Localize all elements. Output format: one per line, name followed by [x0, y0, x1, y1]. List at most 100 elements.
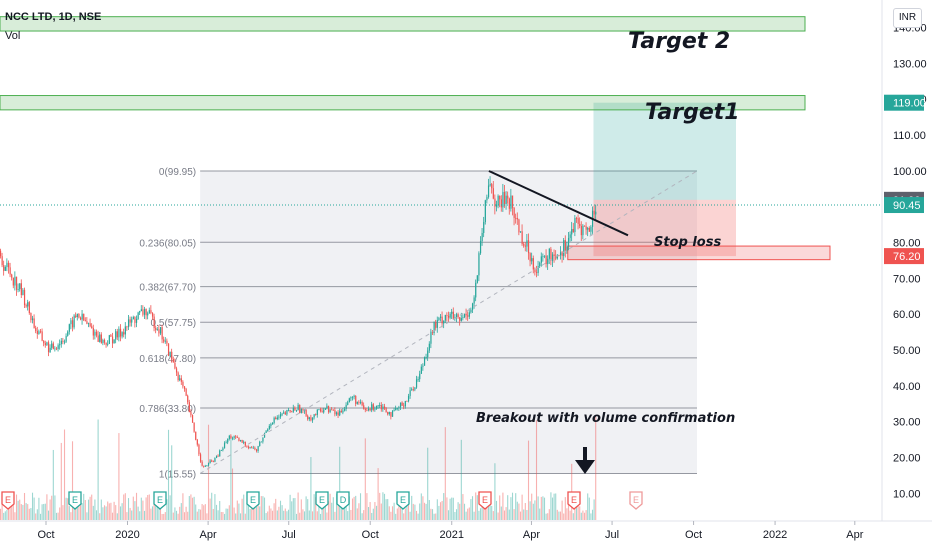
volume-bar: [500, 506, 502, 520]
volume-bar: [17, 500, 19, 520]
earnings-marker[interactable]: E: [629, 491, 643, 510]
candle-body: [287, 409, 290, 411]
earnings-marker[interactable]: E: [478, 491, 492, 510]
candle-body: [391, 410, 394, 417]
volume-bar: [231, 468, 234, 520]
candle-body: [340, 410, 342, 413]
candle-body: [129, 319, 131, 323]
candle-body: [7, 262, 10, 268]
candle-body: [465, 313, 467, 316]
volume-bar: [569, 510, 571, 520]
volume-bar: [540, 496, 542, 520]
earnings-marker[interactable]: E: [68, 491, 82, 510]
volume-bar: [243, 494, 245, 520]
currency-button[interactable]: INR: [893, 8, 922, 28]
volume-bar: [355, 495, 357, 520]
volume-bar: [475, 492, 477, 520]
earnings-marker[interactable]: E: [153, 491, 167, 510]
earnings-marker-letter: E: [72, 495, 78, 505]
volume-bar: [547, 513, 549, 520]
candle-body: [89, 323, 91, 327]
volume-bar: [503, 510, 506, 520]
candle-body: [273, 417, 275, 423]
volume-bar: [235, 513, 237, 520]
candle-body: [243, 441, 245, 443]
candle-body: [478, 253, 480, 276]
candle-body: [503, 191, 506, 204]
earnings-marker[interactable]: E: [246, 491, 260, 510]
volume-bar: [68, 506, 70, 520]
volume-bar: [539, 508, 541, 520]
volume-bar: [97, 419, 99, 520]
candle-body: [244, 441, 246, 446]
volume-bar: [471, 496, 474, 520]
candle-body: [126, 326, 128, 328]
candle-body: [527, 240, 530, 254]
candle-body: [99, 334, 101, 342]
volume-bar: [6, 509, 8, 520]
earnings-marker[interactable]: E: [567, 491, 581, 510]
x-tick-label: Jul: [605, 529, 619, 541]
x-tick-label: Oct: [685, 529, 702, 541]
candle-body: [233, 436, 235, 438]
candle-body: [315, 414, 317, 416]
candle-body: [587, 227, 589, 230]
candle-body: [239, 439, 242, 442]
volume-bar: [123, 494, 125, 520]
volume-bar: [311, 511, 314, 520]
candle-body: [369, 408, 371, 411]
volume-bar: [369, 502, 371, 520]
candle-body: [372, 404, 374, 410]
volume-bar: [14, 512, 16, 520]
volume-bar: [494, 463, 496, 520]
earnings-marker[interactable]: E: [1, 491, 15, 510]
candle-body: [438, 317, 440, 320]
volume-bar: [492, 511, 494, 520]
breakout-arrow-head: [575, 460, 595, 474]
volume-bar: [191, 497, 194, 520]
candle-body: [107, 343, 109, 345]
candle-body: [484, 200, 486, 223]
candle-body: [33, 318, 35, 328]
volume-bar: [137, 506, 139, 520]
volume-bar: [583, 512, 586, 520]
volume-bar: [406, 497, 408, 520]
candle-body: [428, 343, 430, 351]
volume-bar: [284, 508, 286, 520]
earnings-marker[interactable]: E: [315, 491, 329, 510]
volume-bar: [563, 513, 565, 520]
dividend-marker[interactable]: D: [336, 491, 350, 510]
candle-body: [206, 465, 208, 467]
candle-body: [324, 408, 326, 410]
volume-bar: [79, 492, 82, 520]
volume-bar: [411, 495, 413, 520]
candle-body: [175, 368, 178, 373]
candle-body: [342, 410, 344, 413]
fib-trend-diagonal: [199, 170, 698, 474]
volume-bar: [470, 499, 472, 520]
volume-bar: [38, 497, 40, 520]
candle-body: [455, 314, 458, 318]
volume-bar: [273, 503, 275, 520]
volume-bar: [419, 503, 421, 520]
volume-bar: [495, 500, 498, 520]
volume-bar: [473, 511, 475, 520]
volume-bar: [252, 505, 254, 520]
volume-bar: [263, 497, 266, 520]
earnings-marker[interactable]: E: [396, 491, 410, 510]
price-badge-label: 90.45: [893, 200, 921, 212]
target-2-label: Target 2: [628, 29, 730, 54]
volume-bar: [483, 499, 485, 520]
volume-bar: [299, 512, 301, 520]
volume-bar: [262, 496, 264, 520]
candle-body: [41, 331, 43, 341]
x-tick-label: 2022: [763, 529, 787, 541]
candle-body: [404, 400, 406, 407]
earnings-marker-letter: E: [400, 495, 406, 505]
candle-body: [196, 439, 198, 445]
candle-body: [566, 246, 568, 251]
volume-bar: [580, 512, 582, 520]
volume-bar: [575, 504, 578, 520]
candle-body: [265, 431, 267, 433]
